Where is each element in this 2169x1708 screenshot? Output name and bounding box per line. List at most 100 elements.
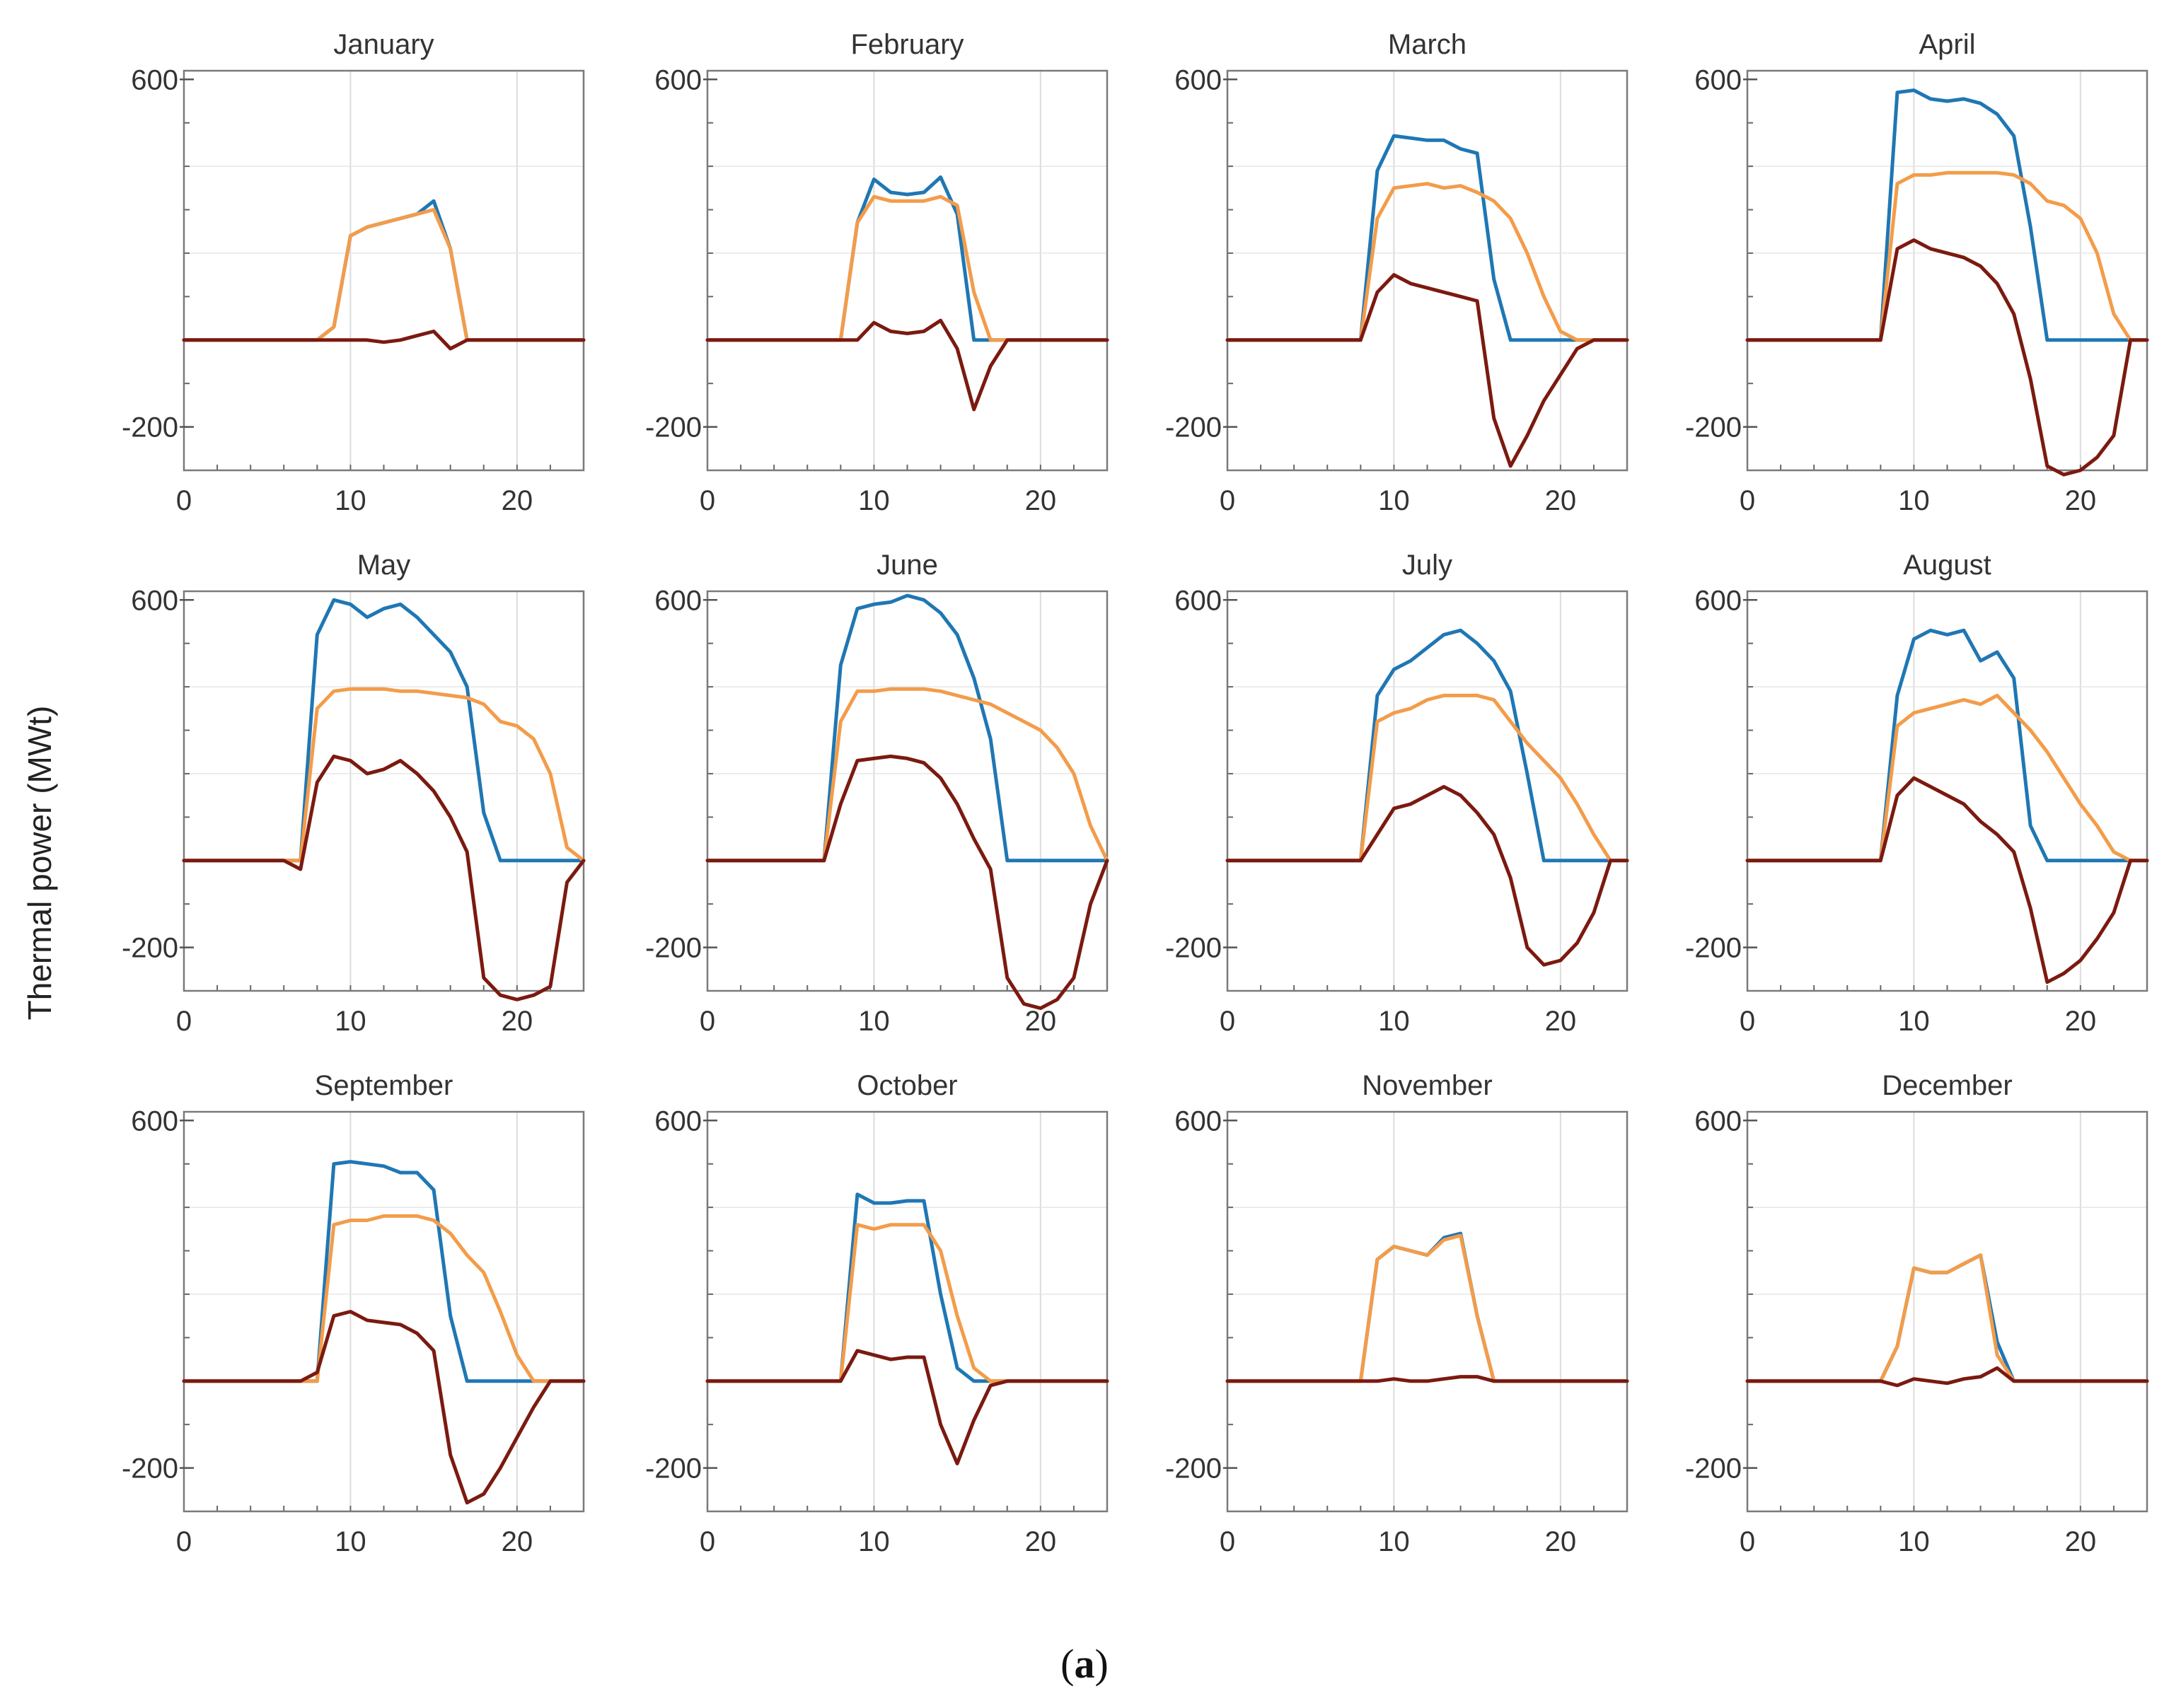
x-tick-label: 10: [1898, 1526, 1930, 1557]
chart-panel-april: April 0 10 20 600 -200: [1685, 29, 2149, 516]
x-tick-label: 10: [1378, 1006, 1410, 1037]
y-tick-label: -200: [1685, 1453, 1742, 1485]
x-tick-label: 20: [2065, 1526, 2097, 1557]
plot-frame: [183, 1110, 585, 1513]
panel-title: November: [1362, 1070, 1493, 1101]
x-tick-label: 0: [1740, 1006, 1755, 1037]
series-line-3: [705, 318, 1109, 412]
chart-panel-june: June 0 10 20 600 -200: [645, 550, 1109, 1037]
y-tick-label: 600: [131, 64, 178, 95]
series-line-3: [1745, 776, 2149, 984]
y-tick-label: 600: [654, 64, 702, 95]
series-line-3: [182, 330, 586, 351]
x-tick-label: 10: [858, 485, 890, 516]
series-line-1: [1225, 628, 1629, 863]
y-tick-label: -200: [645, 1453, 702, 1485]
plot-frame: [183, 590, 585, 992]
series-line-2: [1225, 693, 1629, 863]
chart-panel-september: September 0 10 20 600 -200: [122, 1070, 586, 1557]
x-tick-label: 10: [858, 1526, 890, 1557]
panel-title: April: [1919, 29, 1975, 60]
series-line-1: [1745, 628, 2149, 863]
series-line-1: [182, 1160, 586, 1383]
series-line-1: [705, 593, 1109, 863]
caption-open: (: [1060, 1641, 1074, 1687]
y-tick-label: -200: [645, 412, 702, 443]
y-tick-label: 600: [1174, 1105, 1222, 1137]
chart-panel-march: March 0 10 20 600 -200: [1165, 29, 1629, 516]
x-tick-label: 20: [502, 1006, 533, 1037]
x-tick-label: 20: [1545, 485, 1577, 516]
series-line-2: [705, 194, 1109, 342]
x-tick-label: 0: [176, 1006, 192, 1037]
x-tick-label: 20: [502, 1526, 533, 1557]
plot-frame: [1226, 69, 1629, 472]
chart-panel-february: February 0 10 20 600 -200: [645, 29, 1109, 516]
y-tick-label: -200: [122, 933, 178, 964]
panel-title: March: [1388, 29, 1467, 60]
y-tick-label: 600: [1694, 585, 1742, 616]
plot-frame: [706, 590, 1109, 992]
plot-frame: [183, 69, 585, 472]
y-tick-label: -200: [1685, 412, 1742, 443]
y-tick-label: 600: [654, 585, 702, 616]
x-tick-label: 10: [335, 1526, 366, 1557]
chart-panel-august: August 0 10 20 600 -200: [1685, 550, 2149, 1037]
series-line-3: [705, 1349, 1109, 1465]
series-line-3: [182, 1310, 586, 1505]
series-line-2: [705, 687, 1109, 863]
y-tick-label: -200: [1165, 1453, 1222, 1485]
panel-title: July: [1402, 550, 1452, 581]
x-tick-label: 0: [700, 1526, 715, 1557]
panel-title: October: [857, 1070, 957, 1101]
y-axis-label: Thermal power (MWt): [21, 706, 58, 1021]
chart-panel-december: December 0 10 20 600 -200: [1685, 1070, 2149, 1557]
chart-panel-may: May 0 10 20 600 -200: [122, 550, 586, 1037]
x-tick-label: 10: [335, 485, 366, 516]
x-tick-label: 0: [176, 1526, 192, 1557]
y-tick-label: 600: [1174, 64, 1222, 95]
x-tick-label: 10: [1378, 485, 1410, 516]
y-tick-label: -200: [1165, 933, 1222, 964]
series-line-1: [705, 1192, 1109, 1383]
chart-panel-november: November 0 10 20 600 -200: [1165, 1070, 1629, 1557]
plot-frame: [706, 69, 1109, 472]
plot-frame: [1226, 590, 1629, 992]
x-tick-label: 0: [1220, 1526, 1235, 1557]
series-line-2: [182, 1214, 586, 1383]
plot-frame: [1226, 1110, 1629, 1513]
x-tick-label: 20: [1025, 1006, 1057, 1037]
panel-title: June: [877, 550, 938, 581]
x-tick-label: 0: [176, 485, 192, 516]
series-line-2: [1225, 1233, 1629, 1383]
x-tick-label: 20: [2065, 485, 2097, 516]
x-tick-label: 20: [502, 485, 533, 516]
series-line-3: [1225, 273, 1629, 468]
series-line-2: [1225, 182, 1629, 342]
x-tick-label: 10: [335, 1006, 366, 1037]
y-tick-label: -200: [645, 933, 702, 964]
chart-panel-january: January 0 10 20 600 -200: [122, 29, 586, 516]
x-tick-label: 0: [700, 1006, 715, 1037]
x-tick-label: 0: [1740, 485, 1755, 516]
y-tick-label: -200: [122, 412, 178, 443]
series-line-2: [182, 208, 586, 342]
series-line-3: [1225, 784, 1629, 967]
figure-caption: (a): [1060, 1641, 1109, 1687]
panel-title: January: [333, 29, 434, 60]
x-tick-label: 20: [1025, 1526, 1057, 1557]
y-tick-label: 600: [131, 585, 178, 616]
x-tick-label: 10: [1898, 485, 1930, 516]
x-tick-label: 0: [1220, 485, 1235, 516]
panel-title: September: [315, 1070, 453, 1101]
series-line-2: [1745, 170, 2149, 342]
x-tick-label: 10: [858, 1006, 890, 1037]
series-line-2: [1745, 1253, 2149, 1383]
plot-frame: [1746, 69, 2148, 472]
x-tick-label: 0: [1220, 1006, 1235, 1037]
plot-frame: [1746, 590, 2148, 992]
y-tick-label: 600: [1694, 64, 1742, 95]
x-tick-label: 20: [2065, 1006, 2097, 1037]
